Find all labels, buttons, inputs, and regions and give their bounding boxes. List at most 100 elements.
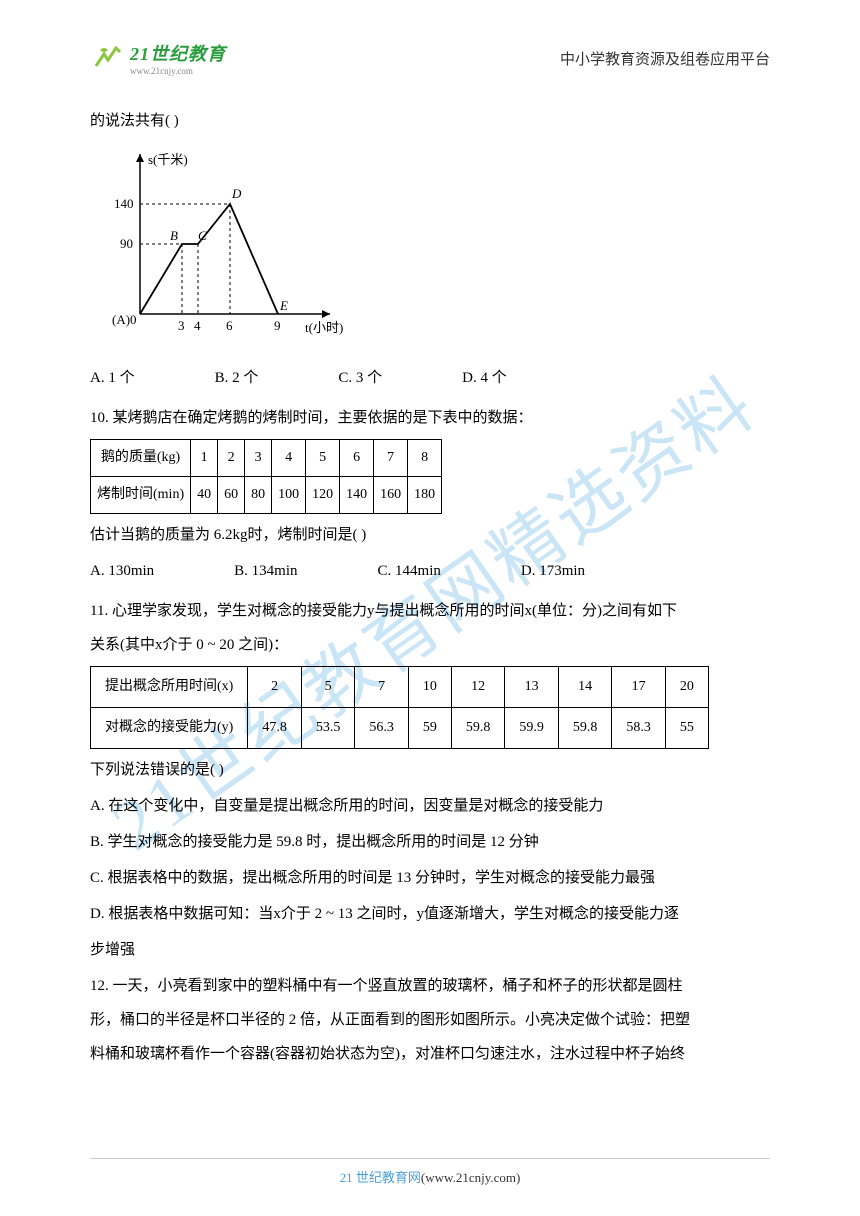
table-row: 对概念的接受能力(y) 47.8 53.5 56.3 59 59.8 59.9 … (91, 708, 709, 749)
cell: 59 (408, 708, 451, 749)
continuation-text: 的说法共有( ) (90, 106, 770, 136)
svg-text:B: B (170, 228, 178, 243)
q12-stem: 12. 一天，小亮看到家中的塑料桶中有一个竖直放置的玻璃杯，桶子和杯子的形状都是… (90, 971, 770, 1001)
q9-options: A. 1 个 B. 2 个 C. 3 个 D. 4 个 (90, 363, 770, 393)
cell: 4 (272, 440, 306, 477)
cell: 2 (248, 667, 302, 708)
line-chart-svg: s(千米) t(小时) 140 90 3 4 6 9 (A)0 B C D E (110, 144, 350, 344)
x-axis-label: t(小时) (305, 320, 343, 335)
cell: 80 (245, 477, 272, 514)
cell: 7 (355, 667, 409, 708)
q12-text1: 一天，小亮看到家中的塑料桶中有一个竖直放置的玻璃杯，桶子和杯子的形状都是圆柱 (113, 978, 683, 994)
footer-brand: 21 世纪教育网 (340, 1170, 421, 1185)
chart-q9: s(千米) t(小时) 140 90 3 4 6 9 (A)0 B C D E (110, 144, 770, 355)
q11-stem: 11. 心理学家发现，学生对概念的接受能力y与提出概念所用的时间x(单位：分)之… (90, 596, 770, 626)
choice-a[interactable]: A. 在这个变化中，自变量是提出概念所用的时间，因变量是对概念的接受能力 (90, 791, 770, 821)
main-content: 的说法共有( ) s(千米) t(小时) 140 90 3 4 6 9 (A)0 (90, 106, 770, 1069)
cell: 160 (374, 477, 408, 514)
svg-text:3: 3 (178, 318, 185, 333)
option-a[interactable]: A. 1 个 (90, 363, 135, 393)
cell: 59.8 (451, 708, 505, 749)
logo-icon (90, 44, 126, 72)
option-c[interactable]: C. 3 个 (338, 363, 382, 393)
cell: 100 (272, 477, 306, 514)
cell: 6 (340, 440, 374, 477)
cell: 120 (306, 477, 340, 514)
option-d[interactable]: D. 4 个 (462, 363, 507, 393)
cell: 55 (665, 708, 708, 749)
svg-text:90: 90 (120, 236, 133, 251)
q11-choices: A. 在这个变化中，自变量是提出概念所用的时间，因变量是对概念的接受能力 B. … (90, 791, 770, 965)
cell: 5 (306, 440, 340, 477)
cell: 8 (408, 440, 442, 477)
cell-label: 烤制时间(min) (91, 477, 191, 514)
cell: 3 (245, 440, 272, 477)
cell-label: 鹅的质量(kg) (91, 440, 191, 477)
cell: 5 (301, 667, 355, 708)
svg-text:E: E (279, 298, 288, 313)
cell: 12 (451, 667, 505, 708)
q11-number: 11. (90, 603, 108, 619)
choice-d-line1[interactable]: D. 根据表格中数据可知：当x介于 2 ~ 13 之间时，y值逐渐增大，学生对概… (90, 899, 770, 929)
footer-url: (www.21cnjy.com) (421, 1170, 520, 1185)
svg-text:4: 4 (194, 318, 201, 333)
q12-text2: 形，桶口的半径是杯口半径的 2 倍，从正面看到的图形如图所示。小亮决定做个试验：… (90, 1005, 770, 1035)
q12-text3: 料桶和玻璃杯看作一个容器(容器初始状态为空)，对准杯口匀速注水，注水过程中杯子始… (90, 1039, 770, 1069)
cell: 56.3 (355, 708, 409, 749)
cell: 47.8 (248, 708, 302, 749)
cell: 20 (665, 667, 708, 708)
svg-text:6: 6 (226, 318, 233, 333)
option-a[interactable]: A. 130min (90, 556, 154, 586)
choice-b[interactable]: B. 学生对概念的接受能力是 59.8 时，提出概念所用的时间是 12 分钟 (90, 827, 770, 857)
logo: 21世纪教育 www.21cnjy.com (90, 40, 226, 76)
table-row: 提出概念所用时间(x) 2 5 7 10 12 13 14 17 20 (91, 667, 709, 708)
cell: 1 (191, 440, 218, 477)
page-footer: 21 世纪教育网(www.21cnjy.com) (90, 1158, 770, 1186)
q12-number: 12. (90, 978, 109, 994)
choice-d-line2: 步增强 (90, 935, 770, 965)
page-header: 21世纪教育 www.21cnjy.com 中小学教育资源及组卷应用平台 (90, 40, 770, 76)
option-d[interactable]: D. 173min (521, 556, 585, 586)
logo-sub-text: www.21cnjy.com (130, 66, 226, 76)
cell: 60 (218, 477, 245, 514)
cell: 140 (340, 477, 374, 514)
cell: 58.3 (612, 708, 666, 749)
cell: 7 (374, 440, 408, 477)
q10-followup: 估计当鹅的质量为 6.2kg时，烤制时间是( ) (90, 520, 770, 550)
cell: 13 (505, 667, 559, 708)
q10-table: 鹅的质量(kg) 1 2 3 4 5 6 7 8 烤制时间(min) 40 60… (90, 439, 442, 514)
option-c[interactable]: C. 144min (378, 556, 441, 586)
cell: 14 (558, 667, 612, 708)
q11-text1: 心理学家发现，学生对概念的接受能力y与提出概念所用的时间x(单位：分)之间有如下 (112, 603, 677, 619)
q11-followup: 下列说法错误的是( ) (90, 755, 770, 785)
q10-number: 10. (90, 410, 109, 426)
choice-c[interactable]: C. 根据表格中的数据，提出概念所用的时间是 13 分钟时，学生对概念的接受能力… (90, 863, 770, 893)
table-row: 烤制时间(min) 40 60 80 100 120 140 160 180 (91, 477, 442, 514)
cell: 180 (408, 477, 442, 514)
cell: 53.5 (301, 708, 355, 749)
svg-text:C: C (198, 228, 207, 243)
table-row: 鹅的质量(kg) 1 2 3 4 5 6 7 8 (91, 440, 442, 477)
cell: 10 (408, 667, 451, 708)
cell-label: 提出概念所用时间(x) (91, 667, 248, 708)
q10-text: 某烤鹅店在确定烤鹅的烤制时间，主要依据的是下表中的数据： (113, 410, 533, 426)
cell: 40 (191, 477, 218, 514)
q10-stem: 10. 某烤鹅店在确定烤鹅的烤制时间，主要依据的是下表中的数据： (90, 403, 770, 433)
cell: 59.9 (505, 708, 559, 749)
svg-text:(A)0: (A)0 (112, 312, 137, 327)
option-b[interactable]: B. 134min (234, 556, 297, 586)
cell: 59.8 (558, 708, 612, 749)
header-title: 中小学教育资源及组卷应用平台 (560, 48, 770, 69)
y-axis-label: s(千米) (148, 152, 188, 167)
svg-text:140: 140 (114, 196, 134, 211)
cell: 2 (218, 440, 245, 477)
logo-text-group: 21世纪教育 www.21cnjy.com (130, 40, 226, 76)
svg-text:D: D (231, 186, 242, 201)
q10-options: A. 130min B. 134min C. 144min D. 173min (90, 556, 770, 586)
logo-main-text: 21世纪教育 (130, 40, 226, 66)
svg-text:9: 9 (274, 318, 281, 333)
option-b[interactable]: B. 2 个 (215, 363, 259, 393)
cell-label: 对概念的接受能力(y) (91, 708, 248, 749)
q11-table: 提出概念所用时间(x) 2 5 7 10 12 13 14 17 20 对概念的… (90, 666, 709, 749)
q11-text2: 关系(其中x介于 0 ~ 20 之间)： (90, 630, 770, 660)
